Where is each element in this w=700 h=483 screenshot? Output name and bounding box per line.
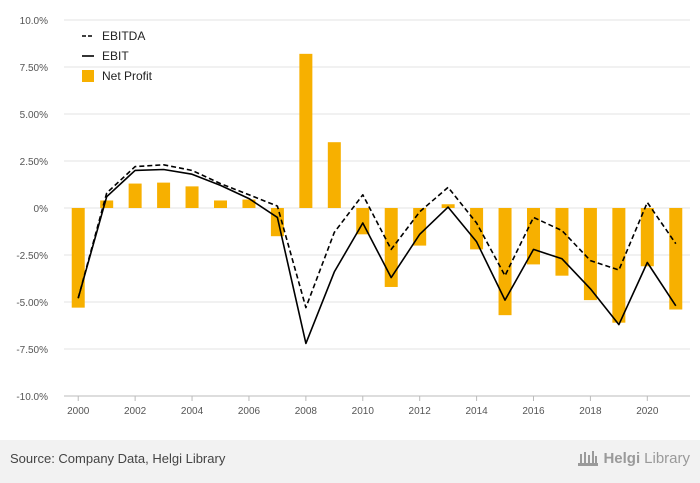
library-building-icon [578,451,599,466]
x-tick-label: 2012 [409,406,432,417]
net-profit-bar [384,208,398,287]
net-profit-bar [157,182,171,208]
net-profit-bar [640,208,654,267]
chart: 10.0% 7.50% 5.00% 2.50% 0% -2.50% -5.00% -7.50%… [16,16,690,417]
y-tick-label: 7.50% [20,63,48,74]
y-tick-label: -10.0% [16,392,48,403]
x-tick-label: 2010 [352,406,375,417]
helgi-library-logo: Helgi Library [577,449,690,467]
net-profit-bar [612,208,626,323]
x-tick-label: 2020 [636,406,659,417]
legend-label: Net Profit [102,69,153,83]
net-profit-bar [128,183,142,208]
logo-text-library: Library [644,449,690,467]
x-tick-label: 2006 [238,406,261,417]
y-tick-label: -2.50% [16,251,48,262]
y-tick-label: 10.0% [20,16,48,27]
net-profit-bar [71,208,85,308]
x-tick-label: 2004 [181,406,204,417]
legend-label: EBITDA [102,29,145,43]
net-profit-bar [185,186,199,208]
x-tick-label: 2018 [579,406,602,417]
footer: Source: Company Data, Helgi Library Helg… [0,440,700,483]
net-profit-bar [555,208,569,276]
net-profit-bar [100,200,114,208]
net-profit-bar [498,208,512,316]
y-tick-label: -7.50% [16,345,48,356]
net-profit-bar [242,199,256,208]
ebitda-line [77,164,677,309]
net-profit-bar [441,204,455,208]
y-tick-label: 2.50% [20,157,48,168]
net-profit-bar [669,208,683,310]
net-profit-bar [299,53,313,209]
x-tick-label: 2008 [295,406,318,417]
source-text: Source: Company Data, Helgi Library [10,451,226,466]
ebit-line [77,168,677,345]
x-tick-label: 2016 [522,406,545,417]
net-profit-bar [214,200,227,208]
y-tick-label: -5.00% [16,298,48,309]
x-tick-label: 2014 [465,406,488,417]
legend-label: EBIT [102,49,129,63]
y-tick-label: 0% [34,204,49,215]
logo-text-helgi: Helgi [603,449,641,467]
net-profit-bar [583,208,597,301]
x-tick-label: 2000 [67,406,90,417]
net-profit-bar [327,142,341,208]
y-tick-label: 5.00% [20,110,48,121]
x-tick-label: 2002 [124,406,147,417]
legend-swatch-net-profit [82,70,94,82]
